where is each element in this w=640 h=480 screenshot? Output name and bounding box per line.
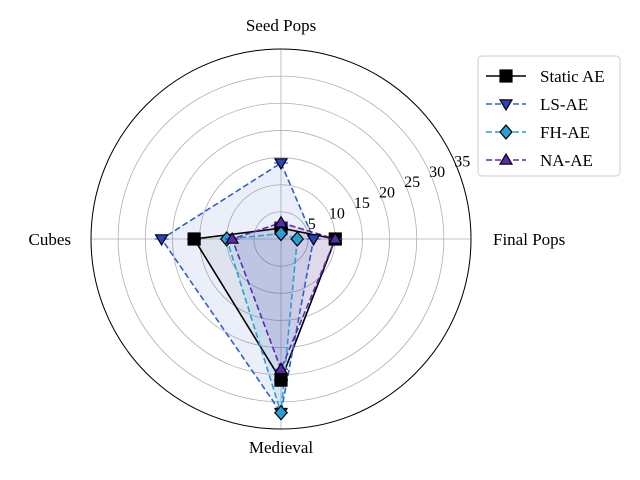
radial-tick-label: 10 (329, 205, 345, 222)
series-markers (154, 158, 343, 421)
radial-tick-label: 5 (308, 216, 316, 233)
axis-label-0: Seed Pops (246, 16, 316, 35)
data-point-1-0 (273, 158, 289, 171)
data-point-2-2 (274, 404, 288, 421)
series-fills (161, 163, 336, 413)
radial-tick-labels: 5 10 15 20 25 30 35 (308, 153, 470, 232)
legend-marker-2 (499, 124, 513, 140)
radial-tick-label: 25 (404, 174, 420, 191)
data-point-0-3 (187, 232, 201, 246)
axis-label-1: Final Pops (493, 230, 565, 249)
legend-marker-1 (498, 99, 514, 112)
legend: Static AE LS-AE FH-AE NA-AE (477, 55, 621, 177)
data-point-2-1 (290, 231, 305, 247)
legend-box (477, 55, 621, 177)
axis-labels: Seed Pops Final Pops Medieval Cubes (29, 16, 566, 457)
data-point-1-3 (154, 234, 169, 247)
legend-label-3: NA-AE (540, 151, 593, 170)
data-point-1-1 (306, 234, 321, 247)
data-point-3-0 (273, 215, 289, 228)
series-fill-0 (194, 228, 336, 381)
legend-label-0: Static AE (540, 67, 605, 86)
axis-label-2: Medieval (249, 438, 313, 457)
legend-label-1: LS-AE (540, 95, 588, 114)
legend-marker-3 (498, 152, 514, 165)
radial-tick-label: 20 (379, 185, 395, 202)
radial-tick-label: 35 (454, 153, 470, 170)
data-point-2-0 (274, 225, 288, 242)
axis-label-3: Cubes (29, 230, 72, 249)
radial-tick-label: 30 (429, 164, 445, 181)
series-line-1 (160, 162, 315, 415)
series-line-3 (231, 221, 337, 372)
data-point-3-2 (273, 362, 289, 375)
data-point-3-1 (328, 231, 343, 244)
radial-tick-label: 15 (354, 195, 370, 212)
data-point-3-3 (225, 231, 240, 244)
outer-ring (90, 48, 472, 430)
data-point-0-2 (274, 373, 288, 387)
legend-marker-0 (499, 69, 513, 83)
legend-label-2: FH-AE (540, 123, 590, 142)
